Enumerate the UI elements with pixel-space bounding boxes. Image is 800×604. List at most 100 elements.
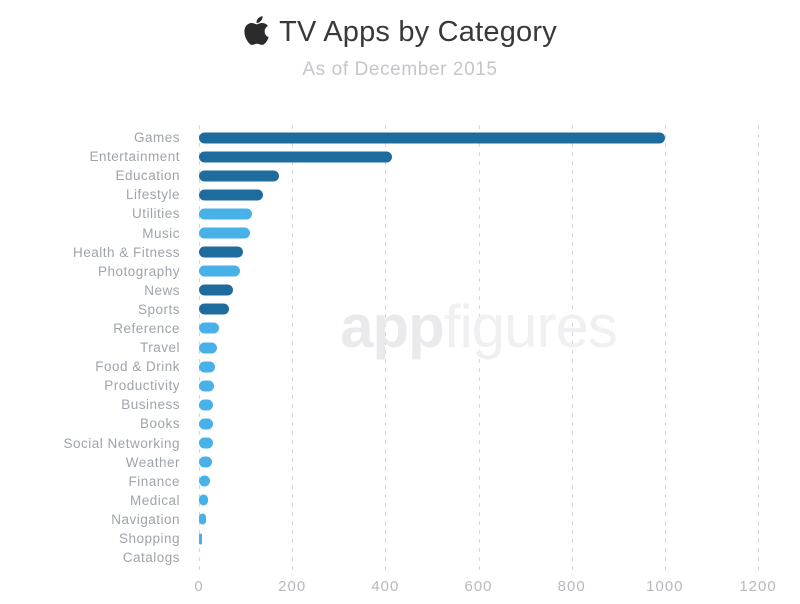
chart-row: Photography <box>0 262 800 281</box>
bar-track <box>199 281 758 300</box>
bar-track <box>199 357 758 376</box>
plot-area: appfigures Games Entertainment Education… <box>0 125 800 600</box>
bar-track <box>199 453 758 472</box>
x-tick-label: 0 <box>194 578 204 596</box>
chart-row: Games <box>0 128 800 147</box>
bar <box>199 533 203 545</box>
category-label: Books <box>139 416 180 432</box>
bar-track <box>199 262 758 281</box>
chart-row: Sports <box>0 300 800 319</box>
category-label: News <box>144 282 180 298</box>
bar-track <box>199 166 758 185</box>
bar <box>199 380 215 392</box>
chart-row: Catalogs <box>0 548 800 567</box>
bar-track <box>199 185 758 204</box>
category-label: Food & Drink <box>95 359 180 375</box>
category-label: Medical <box>129 492 180 508</box>
chart-rows: Games Entertainment Education Lifestyle … <box>0 125 800 567</box>
chart-row: Productivity <box>0 376 800 395</box>
bar <box>199 189 264 201</box>
x-tick-label: 1200 <box>739 578 777 596</box>
chart-row: Food & Drink <box>0 357 800 376</box>
chart-row: Weather <box>0 453 800 472</box>
bar <box>199 151 393 163</box>
chart-row: Social Networking <box>0 434 800 453</box>
bar-track <box>199 376 758 395</box>
apple-logo-icon <box>243 15 270 47</box>
x-tick-label: 200 <box>278 578 307 596</box>
chart-row: Health & Fitness <box>0 243 800 262</box>
category-label: Weather <box>125 454 180 470</box>
bar-track <box>199 491 758 510</box>
chart-row: Music <box>0 223 800 242</box>
chart-row: Medical <box>0 491 800 510</box>
bar-track <box>199 510 758 529</box>
bar <box>199 513 207 525</box>
bar <box>199 456 212 468</box>
bar <box>199 170 280 182</box>
category-label: Education <box>115 168 180 184</box>
category-label: Games <box>133 130 180 146</box>
category-label: Entertainment <box>89 149 180 165</box>
chart-row: Utilities <box>0 204 800 223</box>
category-label: Social Networking <box>63 435 180 451</box>
chart-row: Finance <box>0 472 800 491</box>
bar <box>199 475 211 487</box>
category-label: Navigation <box>111 511 180 527</box>
bar <box>199 208 252 220</box>
page-title: TV Apps by Category <box>0 14 800 50</box>
bar-track <box>199 319 758 338</box>
chart-row: News <box>0 281 800 300</box>
category-label: Travel <box>139 340 180 356</box>
bar <box>199 227 251 239</box>
bar-track <box>199 128 758 147</box>
chart-row: Travel <box>0 338 800 357</box>
chart-subtitle: As of December 2015 <box>302 59 498 80</box>
chart-row: Entertainment <box>0 147 800 166</box>
chart-row: Lifestyle <box>0 185 800 204</box>
bar <box>199 303 230 315</box>
bar <box>199 399 214 411</box>
title-text: TV Apps by Category <box>279 16 557 48</box>
chart-header: TV Apps by Category As of December 2015 <box>0 0 800 82</box>
category-label: Utilities <box>131 206 180 222</box>
bar-track <box>199 548 758 567</box>
bar-track <box>199 529 758 548</box>
bar <box>199 342 218 354</box>
bar <box>199 246 244 258</box>
bar <box>199 132 665 144</box>
bar-track <box>199 395 758 414</box>
chart-row: Navigation <box>0 510 800 529</box>
category-label: Health & Fitness <box>72 244 180 260</box>
x-axis: 0 200 400 600 800 1000 1200 <box>194 578 775 600</box>
chart-row: Education <box>0 166 800 185</box>
chart-row: Reference <box>0 319 800 338</box>
bar-track <box>199 223 758 242</box>
x-tick-label: 800 <box>557 578 586 596</box>
category-label: Finance <box>128 473 180 489</box>
bar <box>199 322 219 334</box>
category-label: Lifestyle <box>125 187 180 203</box>
x-tick-label: 1000 <box>646 578 684 596</box>
bar <box>199 284 233 296</box>
bar-track <box>199 204 758 223</box>
bar-track <box>199 243 758 262</box>
chart-row: Books <box>0 414 800 433</box>
bar <box>199 361 216 373</box>
bar-track <box>199 414 758 433</box>
category-label: Business <box>121 397 180 413</box>
x-tick-label: 400 <box>371 578 400 596</box>
x-tick-label: 600 <box>464 578 493 596</box>
category-label: Catalogs <box>122 550 180 566</box>
bar-track <box>199 338 758 357</box>
category-label: Shopping <box>118 531 180 547</box>
category-label: Reference <box>113 320 180 336</box>
bar-track <box>199 147 758 166</box>
bar-track <box>199 434 758 453</box>
category-label: Productivity <box>104 378 180 394</box>
bar-track <box>199 472 758 491</box>
bar <box>199 437 213 449</box>
chart-row: Business <box>0 395 800 414</box>
bar <box>199 494 209 506</box>
